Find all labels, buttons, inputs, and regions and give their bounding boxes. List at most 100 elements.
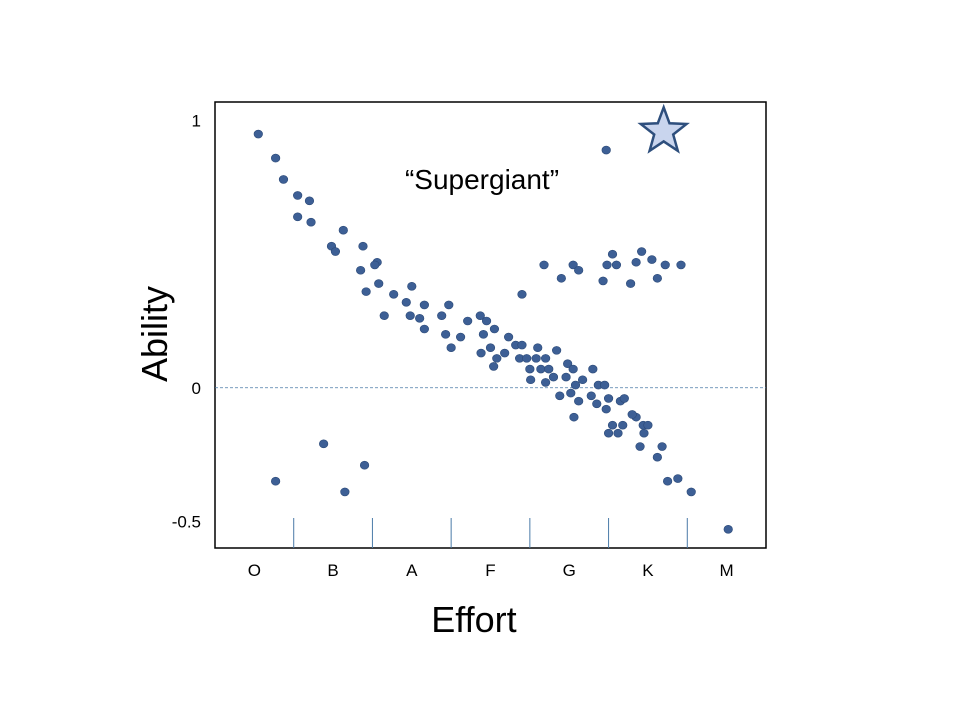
star-marker bbox=[637, 103, 690, 154]
data-point bbox=[607, 420, 618, 430]
data-point bbox=[663, 476, 673, 486]
data-point bbox=[577, 375, 588, 385]
data-point bbox=[613, 428, 623, 438]
data-point bbox=[504, 332, 514, 342]
data-point bbox=[338, 225, 348, 235]
x-category-label: O bbox=[248, 561, 261, 580]
data-point bbox=[568, 364, 578, 374]
supergiant-annotation: “Supergiant” bbox=[405, 164, 559, 195]
data-point bbox=[533, 343, 543, 353]
y-axis-title: Ability bbox=[134, 286, 175, 382]
data-point bbox=[361, 287, 371, 296]
data-point bbox=[446, 343, 456, 353]
data-point bbox=[602, 260, 612, 270]
x-category-label: B bbox=[327, 561, 338, 580]
data-point bbox=[548, 372, 559, 382]
data-point bbox=[306, 217, 316, 227]
x-category-label: G bbox=[563, 561, 576, 580]
data-points bbox=[253, 129, 733, 534]
data-point bbox=[619, 394, 629, 403]
data-point bbox=[359, 460, 370, 470]
data-point bbox=[539, 260, 549, 270]
data-point bbox=[657, 442, 667, 451]
data-point bbox=[485, 343, 496, 353]
data-point bbox=[444, 300, 454, 310]
data-point bbox=[475, 311, 485, 320]
y-tick-labels: 1 0 -0.5 bbox=[172, 112, 201, 532]
data-point bbox=[574, 396, 584, 406]
x-category-label: F bbox=[485, 561, 495, 580]
data-point bbox=[356, 265, 366, 275]
data-point bbox=[407, 281, 417, 291]
data-point bbox=[405, 311, 415, 320]
data-point bbox=[643, 420, 653, 430]
data-point bbox=[330, 247, 341, 256]
data-point bbox=[652, 452, 662, 462]
data-point bbox=[556, 273, 566, 283]
y-tick-label: 0 bbox=[192, 379, 201, 398]
x-category-label: A bbox=[406, 561, 418, 580]
data-point bbox=[419, 324, 429, 334]
data-point bbox=[463, 316, 473, 326]
data-point bbox=[540, 354, 551, 363]
category-separators bbox=[293, 518, 688, 548]
data-point bbox=[618, 420, 628, 430]
data-point bbox=[481, 316, 492, 326]
data-point bbox=[531, 354, 541, 363]
data-point bbox=[517, 289, 527, 299]
data-point bbox=[635, 442, 645, 451]
data-point bbox=[601, 145, 611, 155]
data-point bbox=[592, 399, 602, 409]
x-axis-title: Effort bbox=[431, 599, 516, 640]
data-point bbox=[603, 394, 614, 403]
data-point bbox=[374, 279, 384, 288]
data-point bbox=[489, 362, 499, 371]
data-point bbox=[293, 212, 303, 222]
data-point bbox=[611, 260, 622, 270]
data-point bbox=[598, 276, 608, 286]
data-point bbox=[631, 257, 641, 267]
data-point bbox=[340, 487, 350, 497]
data-point bbox=[319, 439, 329, 449]
data-point bbox=[441, 330, 451, 339]
data-point bbox=[723, 525, 733, 534]
data-point bbox=[552, 346, 562, 355]
data-point bbox=[401, 297, 411, 307]
y-tick-label: 1 bbox=[192, 112, 201, 131]
data-point bbox=[526, 375, 536, 385]
data-point bbox=[555, 391, 565, 401]
x-category-label: M bbox=[720, 561, 734, 580]
data-point bbox=[522, 354, 532, 363]
data-point bbox=[271, 153, 281, 163]
data-point bbox=[673, 474, 683, 483]
plot-area bbox=[214, 101, 767, 549]
data-point bbox=[660, 260, 670, 270]
data-point bbox=[544, 364, 554, 374]
data-point bbox=[561, 372, 571, 382]
data-point bbox=[271, 476, 281, 486]
y-tick-label: -0.5 bbox=[172, 512, 201, 531]
data-point bbox=[525, 364, 535, 374]
data-point bbox=[278, 175, 289, 184]
data-point bbox=[492, 354, 502, 363]
data-point bbox=[500, 348, 510, 358]
data-point bbox=[588, 364, 598, 374]
data-point bbox=[570, 380, 581, 390]
data-point bbox=[419, 300, 429, 310]
data-point bbox=[626, 279, 636, 288]
data-point bbox=[568, 260, 578, 270]
data-point bbox=[379, 311, 389, 320]
data-point bbox=[603, 428, 614, 438]
data-point bbox=[517, 340, 527, 350]
data-point bbox=[358, 241, 368, 251]
data-point bbox=[569, 412, 579, 422]
data-point bbox=[253, 129, 263, 139]
data-point bbox=[652, 273, 662, 283]
data-point bbox=[563, 359, 573, 369]
data-point bbox=[540, 378, 551, 387]
data-point bbox=[627, 410, 637, 419]
data-point bbox=[293, 191, 303, 200]
data-point bbox=[586, 391, 596, 401]
data-point bbox=[637, 247, 647, 256]
data-point bbox=[489, 324, 500, 334]
